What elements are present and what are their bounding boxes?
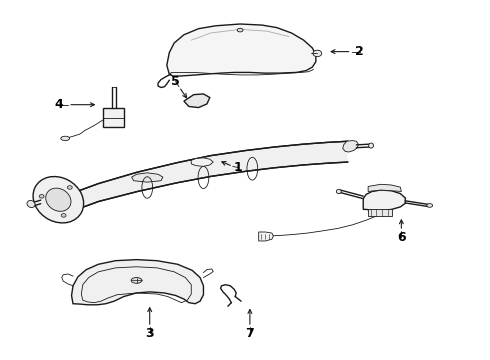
Polygon shape [167,24,316,76]
Polygon shape [132,173,163,182]
Ellipse shape [61,136,70,140]
Polygon shape [259,232,273,241]
Ellipse shape [27,201,35,208]
Polygon shape [368,210,392,216]
Polygon shape [103,108,124,127]
Text: 3: 3 [146,327,154,340]
Text: 4: 4 [54,98,63,111]
Text: 7: 7 [245,327,254,340]
Polygon shape [343,140,358,152]
Polygon shape [72,260,203,305]
Ellipse shape [131,278,142,283]
Ellipse shape [61,213,66,217]
Polygon shape [363,190,405,211]
Ellipse shape [237,28,243,32]
Text: 2: 2 [355,45,364,58]
Ellipse shape [33,176,84,223]
Polygon shape [79,141,347,209]
Text: 1: 1 [233,161,242,174]
Ellipse shape [67,186,72,189]
Ellipse shape [368,143,373,148]
Ellipse shape [336,189,341,194]
Ellipse shape [427,204,433,207]
Ellipse shape [39,194,44,198]
Polygon shape [184,94,210,108]
Text: 6: 6 [397,231,406,244]
Text: 5: 5 [171,75,180,88]
Ellipse shape [46,188,71,211]
Polygon shape [191,158,213,166]
Ellipse shape [313,50,322,57]
Polygon shape [368,184,401,192]
